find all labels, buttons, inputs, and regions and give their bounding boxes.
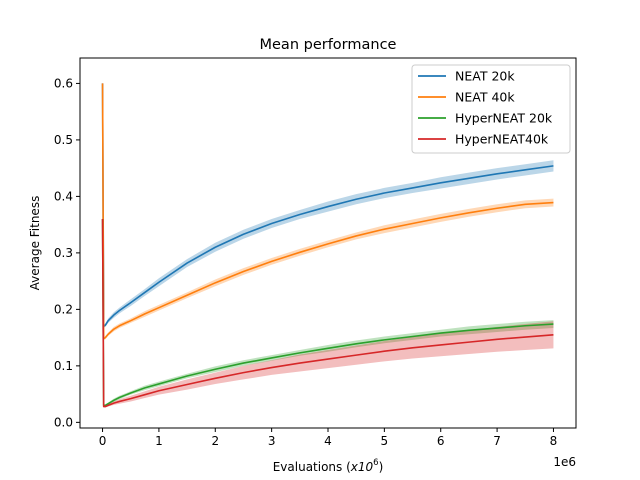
x-tick-label: 3 [268,434,276,448]
x-axis-label: Evaluations (x106) [273,458,384,474]
series-line-2 [101,218,554,407]
y-tick-label: 0.6 [54,77,73,91]
x-axis-label-suffix: ) [379,460,384,474]
legend-box [411,64,571,154]
x-tick-label: 1 [155,434,163,448]
series-line-1 [101,83,554,340]
x-tick-label: 5 [381,434,389,448]
y-axis-ticks: 0.0 0.1 0.2 0.3 0.4 0.5 0.6 [54,77,80,430]
x-axis-ticks: 0 1 2 3 4 5 6 7 8 [99,428,558,448]
x-axis-label-variable: x10 [350,460,374,474]
x-axis-offset-text: 1e6 [553,455,576,469]
x-tick-label: 8 [550,434,558,448]
y-tick-label: 0.3 [54,246,73,260]
y-tick-label: 0.0 [54,416,73,430]
x-tick-label: 2 [211,434,219,448]
legend-label-1: NEAT 40k [455,90,515,105]
series-line-3 [101,218,554,408]
x-axis-label-exponent: 6 [373,458,378,468]
y-tick-label: 0.1 [54,359,73,373]
series-lines [101,83,554,408]
y-tick-label: 0.2 [54,303,73,317]
chart-title: Mean performance [260,37,397,53]
x-tick-label: 0 [99,434,107,448]
x-tick-label: 4 [324,434,332,448]
y-tick-label: 0.5 [54,133,73,147]
legend: NEAT 20k NEAT 40k HyperNEAT 20k HyperNEAT40… [411,64,571,154]
y-tick-label: 0.4 [54,190,73,204]
legend-label-3: HyperNEAT40k [455,132,549,147]
x-axis-label-prefix: Evaluations ( [273,460,351,474]
x-tick-label: 7 [493,434,501,448]
y-axis-label: Average Fitness [28,196,42,291]
series-band-0 [102,82,554,329]
legend-label-0: NEAT 20k [455,69,515,84]
legend-label-2: HyperNEAT 20k [455,111,553,126]
series-line-0 [101,83,554,328]
x-tick-label: 6 [437,434,445,448]
series-band-1 [102,82,554,340]
